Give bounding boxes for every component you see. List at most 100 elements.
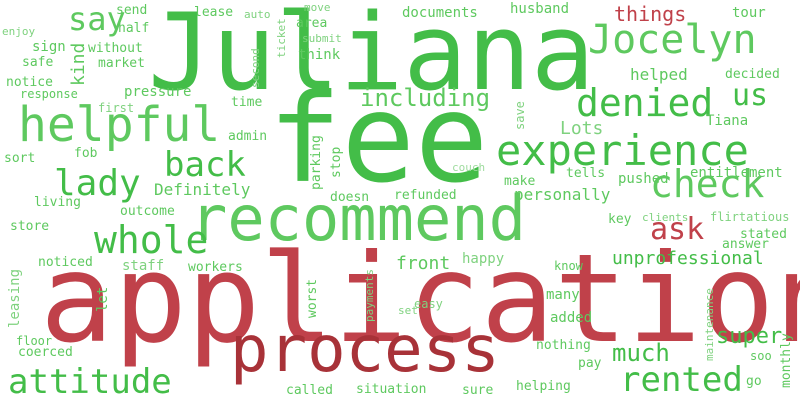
word-rented: rented xyxy=(620,360,743,400)
word-nothing: nothing xyxy=(536,338,591,353)
word-key: key xyxy=(608,212,632,227)
word-second: second xyxy=(249,48,262,88)
word-maintenance: maintenance xyxy=(703,288,716,361)
word-soo: soo xyxy=(750,349,772,363)
word-check: check xyxy=(650,162,765,206)
word-coerced: coerced xyxy=(18,345,73,360)
word-decided: decided xyxy=(725,67,780,82)
word-super: super xyxy=(716,324,783,349)
word-noticed: noticed xyxy=(38,255,93,270)
word-response: response xyxy=(20,87,78,101)
word-know: know xyxy=(554,259,583,273)
word-make: make xyxy=(504,174,536,189)
word-fob: fob xyxy=(74,146,98,161)
word-recommend: recommend xyxy=(190,182,526,255)
word-submit: submit xyxy=(302,32,342,45)
word-lots: Lots xyxy=(560,118,604,139)
word-sort: sort xyxy=(4,151,36,166)
word-let: let xyxy=(95,286,111,312)
word-pressure: pressure xyxy=(124,84,192,100)
word-situation: situation xyxy=(356,382,427,397)
word-workers: workers xyxy=(188,260,243,275)
word-documents: documents xyxy=(402,5,478,21)
word-send: send xyxy=(116,3,148,18)
word-couch: couch xyxy=(452,161,486,174)
word-front: front xyxy=(396,253,451,274)
word-safe: safe xyxy=(22,55,54,70)
word-without: without xyxy=(88,41,143,56)
word-clients: clients xyxy=(642,211,689,224)
word-including: including xyxy=(360,84,491,112)
word-half: half xyxy=(118,21,150,36)
word-move: move xyxy=(304,1,331,14)
word-doesn: doesn xyxy=(330,190,370,205)
word-area: area xyxy=(296,16,328,31)
word-market: market xyxy=(98,56,145,71)
word-lady: lady xyxy=(54,163,141,204)
word-whole: whole xyxy=(94,218,209,262)
word-process: process xyxy=(230,313,500,387)
word-tour: tour xyxy=(732,5,766,21)
word-refunded: refunded xyxy=(394,188,457,203)
word-sure: sure xyxy=(462,383,494,398)
word-monthly: monthly xyxy=(779,333,794,388)
word-tells: tells xyxy=(566,166,606,181)
word-floor: floor xyxy=(16,334,53,348)
word-fee: fee xyxy=(268,68,489,210)
word-husband: husband xyxy=(510,1,570,17)
word-enjoy: enjoy xyxy=(2,25,36,38)
word-juliana: Juliana xyxy=(148,0,595,114)
word-many: many xyxy=(546,287,580,303)
word-definitely: Definitely xyxy=(154,180,251,199)
word-lease: lease xyxy=(194,5,234,20)
word-personally: personally xyxy=(514,185,611,204)
word-added: added xyxy=(550,310,593,326)
word-tiana: Tiana xyxy=(706,113,749,129)
word-sign: sign xyxy=(32,39,66,55)
word-pushed: pushed xyxy=(618,171,669,187)
word-kind: kind xyxy=(68,42,89,86)
word-helped: helped xyxy=(630,65,688,84)
word-ask: ask xyxy=(650,212,705,247)
word-jocelyn: Jocelyn xyxy=(588,17,757,63)
word-staff: staff xyxy=(122,258,165,274)
word-store: store xyxy=(10,219,50,234)
word-think: think xyxy=(298,47,341,63)
word-answer: answer xyxy=(722,237,769,252)
word-save: save xyxy=(513,101,527,130)
word-much: much xyxy=(612,339,670,367)
word-set: set xyxy=(398,304,418,317)
word-things: things xyxy=(614,2,687,26)
word-denied: denied xyxy=(576,81,714,125)
word-first: first xyxy=(98,101,135,115)
word-called: called xyxy=(286,383,333,398)
word-auto: auto xyxy=(244,8,271,21)
word-experience: experience xyxy=(496,126,749,175)
word-flirtatious: flirtatious xyxy=(710,210,790,224)
word-leasing: leasing xyxy=(7,268,23,328)
word-stop: stop xyxy=(329,146,344,178)
word-unprofessional: unprofessional xyxy=(612,248,764,269)
word-easy: easy xyxy=(414,297,443,311)
word-go: go xyxy=(746,374,762,389)
word-worst: worst xyxy=(305,278,320,318)
word-happy: happy xyxy=(462,251,505,267)
word-entitlement: entitlement xyxy=(690,165,783,181)
word-us: us xyxy=(732,78,769,113)
word-say: say xyxy=(68,0,126,38)
word-time: time xyxy=(231,95,263,110)
word-helping: helping xyxy=(516,379,571,394)
word-notice: notice xyxy=(6,75,53,90)
word-application: application xyxy=(40,228,800,370)
word-helpful: helpful xyxy=(18,97,221,153)
word-parking: parking xyxy=(309,135,324,190)
word-outcome: outcome xyxy=(120,204,175,219)
word-payments: payments xyxy=(363,269,376,322)
word-attitude: attitude xyxy=(8,362,172,400)
word-stated: stated xyxy=(740,227,787,242)
word-ticket: ticket xyxy=(275,18,288,58)
word-admin: admin xyxy=(228,129,268,144)
word-pay: pay xyxy=(578,356,602,371)
word-living: living xyxy=(34,195,81,210)
